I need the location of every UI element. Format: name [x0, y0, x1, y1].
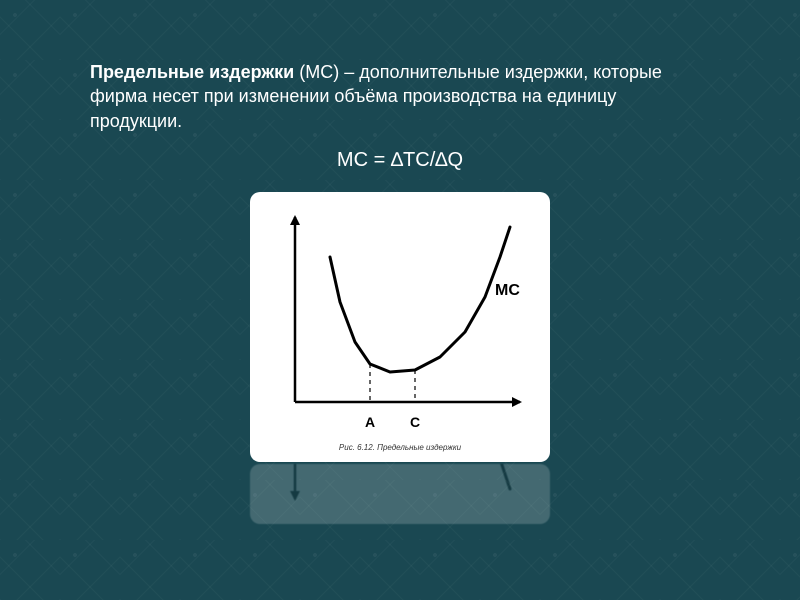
axis-label-a: A	[365, 414, 375, 430]
axis-label-c: C	[410, 414, 420, 430]
formula: MC = ∆TC/∆Q	[90, 149, 710, 172]
chart-caption: Рис. 6.12. Предельные издержки	[250, 443, 550, 452]
definition-text: Предельные издержки (МС) – дополнительны…	[90, 60, 710, 133]
term: Предельные издержки	[90, 62, 294, 82]
chart-svg	[250, 192, 550, 462]
curve-label: MC	[495, 282, 520, 300]
chart-reflection	[250, 464, 550, 524]
mc-chart: MC A C Рис. 6.12. Предельные издержки	[250, 192, 550, 462]
term-abbrev: (МС)	[299, 62, 339, 82]
